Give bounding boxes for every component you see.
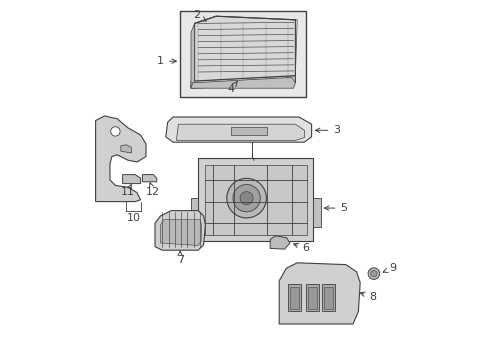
Bar — [290, 287, 299, 309]
Text: 5: 5 — [324, 203, 347, 213]
Circle shape — [227, 178, 267, 218]
Polygon shape — [191, 198, 198, 227]
Text: 4: 4 — [227, 82, 237, 94]
Text: 1: 1 — [157, 56, 176, 66]
Polygon shape — [155, 211, 205, 250]
Text: 8: 8 — [360, 292, 376, 302]
Polygon shape — [191, 76, 295, 88]
Text: 10: 10 — [126, 213, 141, 223]
Polygon shape — [176, 124, 304, 140]
Polygon shape — [270, 236, 290, 249]
Polygon shape — [122, 175, 141, 184]
Bar — [180, 11, 306, 97]
Polygon shape — [191, 23, 195, 88]
Bar — [308, 287, 317, 309]
Polygon shape — [160, 220, 202, 246]
Text: 3: 3 — [316, 125, 340, 135]
Bar — [231, 127, 267, 135]
Polygon shape — [143, 175, 157, 182]
Text: 12: 12 — [146, 183, 160, 197]
Text: 2: 2 — [193, 10, 206, 21]
Polygon shape — [314, 198, 320, 227]
Circle shape — [233, 184, 260, 212]
Text: 11: 11 — [121, 184, 135, 197]
Bar — [198, 158, 314, 241]
Bar — [205, 165, 307, 235]
Circle shape — [240, 192, 253, 204]
Polygon shape — [166, 117, 312, 142]
Polygon shape — [121, 145, 132, 153]
Text: 9: 9 — [383, 263, 396, 273]
Polygon shape — [279, 263, 360, 324]
Bar — [322, 284, 335, 311]
Polygon shape — [191, 77, 295, 88]
Bar — [306, 284, 319, 311]
Bar — [288, 284, 301, 311]
Polygon shape — [96, 116, 146, 202]
Circle shape — [368, 268, 380, 279]
Polygon shape — [195, 16, 295, 81]
Circle shape — [370, 270, 377, 277]
Circle shape — [111, 127, 120, 136]
Text: 6: 6 — [294, 243, 310, 253]
Bar — [324, 287, 333, 309]
Text: 7: 7 — [176, 251, 184, 265]
